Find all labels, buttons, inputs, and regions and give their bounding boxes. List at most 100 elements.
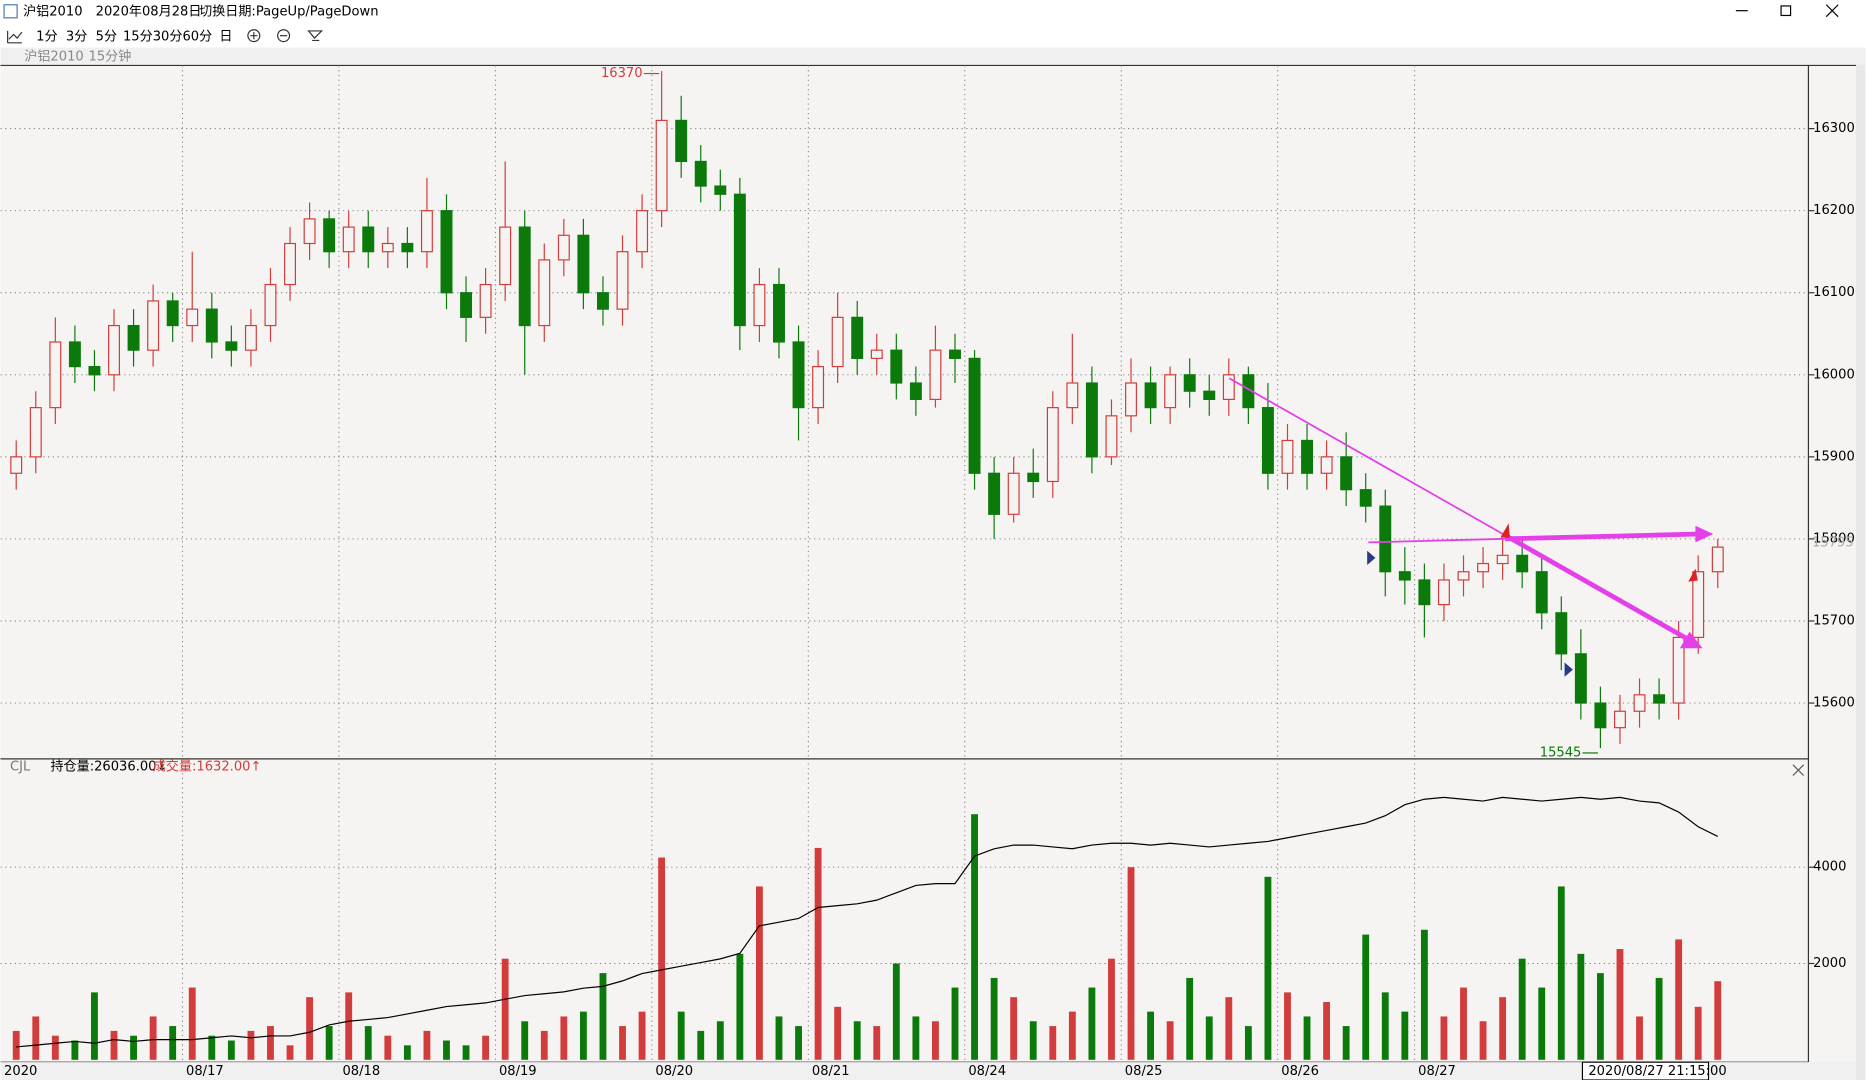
candle-body <box>733 193 746 327</box>
candle-body <box>479 283 492 318</box>
volume-bar <box>1323 1002 1331 1060</box>
candle-body <box>518 226 531 327</box>
x-tick-label: 08/25 <box>1125 1064 1163 1079</box>
x-tick-label: 08/19 <box>499 1064 537 1079</box>
candle-body <box>1477 562 1490 573</box>
volume-bar <box>1147 1011 1154 1060</box>
candle-body <box>1379 505 1392 573</box>
x-tick-label: 08/18 <box>342 1064 380 1079</box>
candle-body <box>420 210 433 253</box>
volume-bar <box>1362 934 1370 1060</box>
y-tick-label: 16000 <box>1813 367 1855 382</box>
volume-bar <box>775 1016 783 1060</box>
volume-bar <box>579 1011 587 1060</box>
x-tick-label: 08/24 <box>968 1064 1006 1079</box>
candle-body <box>205 308 218 343</box>
candle-body <box>29 407 42 458</box>
volume-bar <box>521 1021 529 1060</box>
zoom-out-tool[interactable] <box>277 29 291 43</box>
volume-name: 成交量 <box>153 758 192 775</box>
trend-line <box>1228 377 1506 537</box>
restore-button[interactable] <box>1780 5 1792 17</box>
volume-bar <box>91 992 98 1060</box>
level-line-thick <box>1505 531 1700 542</box>
volume-bar <box>658 857 666 1060</box>
toolbar-button[interactable]: 30分 <box>153 28 183 44</box>
zoom-in-tool[interactable] <box>247 29 261 43</box>
candle-body <box>499 226 512 286</box>
signal-marker <box>1688 568 1698 582</box>
scrollbar[interactable] <box>1855 65 1866 1080</box>
candle-body <box>381 242 394 253</box>
volume-bar <box>227 1040 235 1060</box>
candle-body <box>1418 579 1431 606</box>
volume-bar <box>1166 1021 1174 1060</box>
volume-bar <box>1479 1021 1487 1060</box>
volume-bar <box>540 1030 548 1060</box>
volume-bar <box>462 1045 470 1060</box>
title-bar <box>0 0 1866 48</box>
close-button[interactable] <box>1825 4 1839 18</box>
volume-bar <box>247 1030 255 1060</box>
candle-body <box>1692 571 1705 638</box>
close-indicator-button[interactable] <box>1792 764 1805 776</box>
volume-bar <box>853 1021 861 1060</box>
volume-bar <box>1714 981 1722 1060</box>
toolbar-button[interactable]: 日 <box>219 29 232 44</box>
trend-line-thick <box>1503 533 1689 641</box>
window-title: 沪铝2010 <box>23 3 82 19</box>
volume-bar <box>1264 876 1272 1060</box>
volume-bar <box>110 1030 118 1060</box>
y-tick-label: 16100 <box>1813 285 1855 300</box>
volume-bar <box>1225 997 1233 1060</box>
volume-bar <box>325 1026 333 1060</box>
candle-body <box>1672 636 1685 704</box>
candle-body <box>1164 374 1177 409</box>
volume-bar <box>149 1016 157 1060</box>
candle-body <box>1085 382 1098 458</box>
volume-bar <box>599 973 607 1060</box>
candle-body <box>1203 390 1216 401</box>
volume-bar <box>384 1035 392 1060</box>
y-tick-label: 15700 <box>1813 613 1855 628</box>
volume-bar <box>169 1026 177 1060</box>
volume-bar <box>1460 987 1467 1060</box>
candle-body <box>127 324 140 351</box>
candle-body <box>1653 694 1666 704</box>
level-arrowhead <box>1695 525 1714 543</box>
toolbar-button[interactable]: 15分 <box>123 28 153 44</box>
app-icon <box>3 4 18 19</box>
volume-bar <box>1186 977 1194 1060</box>
candle-body <box>1125 382 1137 417</box>
toolbar-button[interactable]: 60分 <box>182 28 212 44</box>
volume-bar <box>619 1026 626 1060</box>
candle-body <box>538 259 551 327</box>
candle-body <box>988 472 1001 515</box>
volume-bar <box>736 953 744 1060</box>
candle-body <box>870 349 883 359</box>
x-tick-label: 08/27 <box>1418 1064 1456 1079</box>
chart-subtitle: 15分钟 <box>89 48 132 65</box>
candle-body <box>655 119 668 212</box>
volume-bar <box>1538 987 1546 1060</box>
x-tick-label: 08/26 <box>1281 1064 1319 1079</box>
volume-bar <box>306 997 314 1060</box>
toolbar-button[interactable]: 3分 <box>66 28 87 44</box>
candle-body <box>1281 439 1294 474</box>
toolbar-button[interactable]: 5分 <box>96 28 117 44</box>
volume-bar <box>834 1006 842 1060</box>
toolbar-button[interactable]: 1分 <box>36 28 57 44</box>
y-tick-label: 16300 <box>1813 121 1855 136</box>
chart-area <box>0 65 1856 1063</box>
candle-body <box>694 160 707 187</box>
date-axis <box>0 1062 1856 1080</box>
line-chart-tool[interactable] <box>7 30 23 44</box>
candle-body <box>929 349 942 401</box>
candle-body <box>949 349 961 359</box>
filter-tool[interactable] <box>307 30 324 42</box>
x-tick-label: 08/21 <box>812 1064 850 1079</box>
candle-body <box>1340 456 1353 491</box>
candle-body <box>1633 694 1646 712</box>
candle-body <box>1516 554 1529 573</box>
volume-bar <box>345 992 353 1060</box>
